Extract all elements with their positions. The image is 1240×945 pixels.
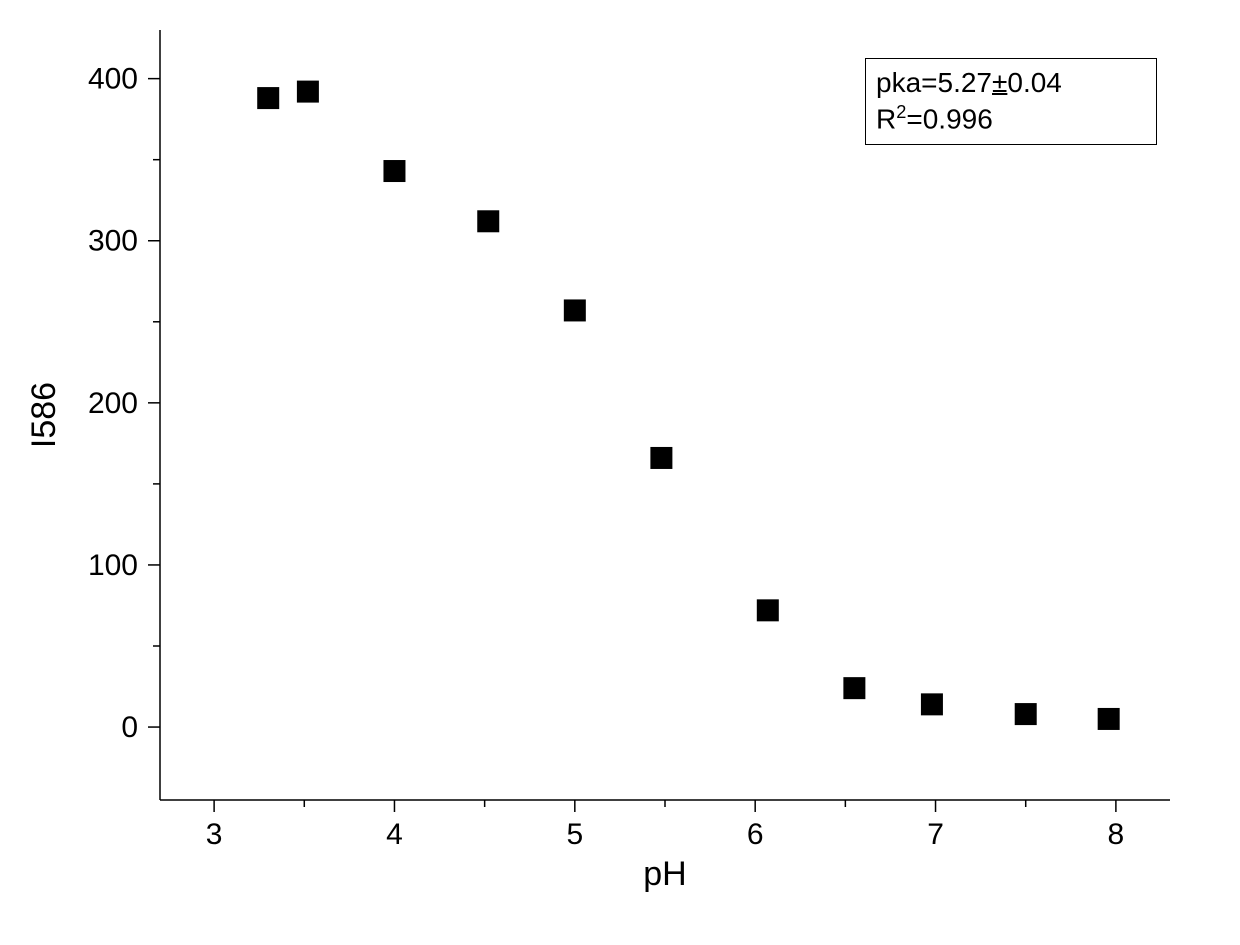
y-tick-label: 200 bbox=[88, 387, 138, 420]
x-tick-label: 5 bbox=[566, 818, 583, 851]
x-tick-label: 3 bbox=[206, 818, 223, 851]
scatter-chart: 3 4 5 6 7 8 0 100 200 300 400 pH I586 pka=5.27±0.04 … bbox=[0, 0, 1240, 945]
data-point bbox=[757, 599, 779, 621]
data-point bbox=[297, 81, 319, 103]
data-point bbox=[1015, 703, 1037, 725]
data-point bbox=[650, 447, 672, 469]
data-point bbox=[383, 160, 405, 182]
annotation-r2-line: R2=0.996 bbox=[876, 101, 1146, 138]
x-tick-label: 6 bbox=[747, 818, 764, 851]
data-point bbox=[1098, 708, 1120, 730]
r2-value: =0.996 bbox=[906, 104, 992, 135]
annotation-box: pka=5.27±0.04 R2=0.996 bbox=[865, 58, 1157, 145]
data-point bbox=[564, 299, 586, 321]
r2-letter: R bbox=[876, 104, 896, 135]
plus-minus-symbol: ± bbox=[992, 67, 1007, 98]
x-tick-label: 7 bbox=[927, 818, 944, 851]
x-tick-label: 4 bbox=[386, 818, 403, 851]
x-tick-label: 8 bbox=[1108, 818, 1125, 851]
x-axis-label: pH bbox=[643, 855, 686, 893]
data-point bbox=[843, 677, 865, 699]
r2-sup: 2 bbox=[896, 102, 906, 122]
y-tick-label: 100 bbox=[88, 549, 138, 582]
pka-prefix: pka=5.27 bbox=[876, 67, 992, 98]
y-tick-label: 300 bbox=[88, 225, 138, 258]
data-point bbox=[257, 87, 279, 109]
annotation-pka-line: pka=5.27±0.04 bbox=[876, 65, 1146, 101]
y-axis-label: I586 bbox=[25, 382, 63, 448]
pka-error: 0.04 bbox=[1007, 67, 1062, 98]
data-point bbox=[921, 693, 943, 715]
data-point bbox=[477, 210, 499, 232]
y-tick-label: 0 bbox=[121, 711, 138, 744]
y-tick-label: 400 bbox=[88, 63, 138, 96]
